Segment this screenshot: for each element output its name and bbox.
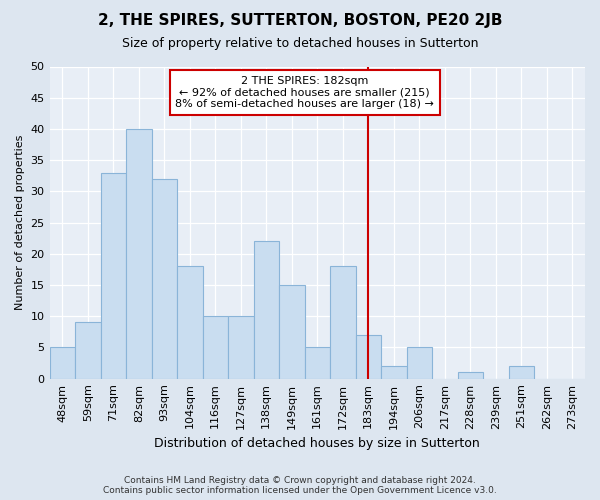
Bar [330, 266, 356, 378]
Text: 2, THE SPIRES, SUTTERTON, BOSTON, PE20 2JB: 2, THE SPIRES, SUTTERTON, BOSTON, PE20 2… [98, 12, 502, 28]
Bar [381, 366, 407, 378]
Bar [126, 129, 152, 378]
Bar [101, 172, 126, 378]
Text: Contains HM Land Registry data © Crown copyright and database right 2024.
Contai: Contains HM Land Registry data © Crown c… [103, 476, 497, 495]
Y-axis label: Number of detached properties: Number of detached properties [15, 135, 25, 310]
Bar [356, 335, 381, 378]
Bar [228, 316, 254, 378]
Bar [177, 266, 203, 378]
Bar [75, 322, 101, 378]
Bar [305, 348, 330, 378]
X-axis label: Distribution of detached houses by size in Sutterton: Distribution of detached houses by size … [154, 437, 480, 450]
Text: Size of property relative to detached houses in Sutterton: Size of property relative to detached ho… [122, 38, 478, 51]
Text: 2 THE SPIRES: 182sqm
← 92% of detached houses are smaller (215)
8% of semi-detac: 2 THE SPIRES: 182sqm ← 92% of detached h… [175, 76, 434, 109]
Bar [407, 348, 432, 378]
Bar [458, 372, 483, 378]
Bar [509, 366, 534, 378]
Bar [203, 316, 228, 378]
Bar [279, 285, 305, 378]
Bar [50, 348, 75, 378]
Bar [152, 179, 177, 378]
Bar [254, 242, 279, 378]
